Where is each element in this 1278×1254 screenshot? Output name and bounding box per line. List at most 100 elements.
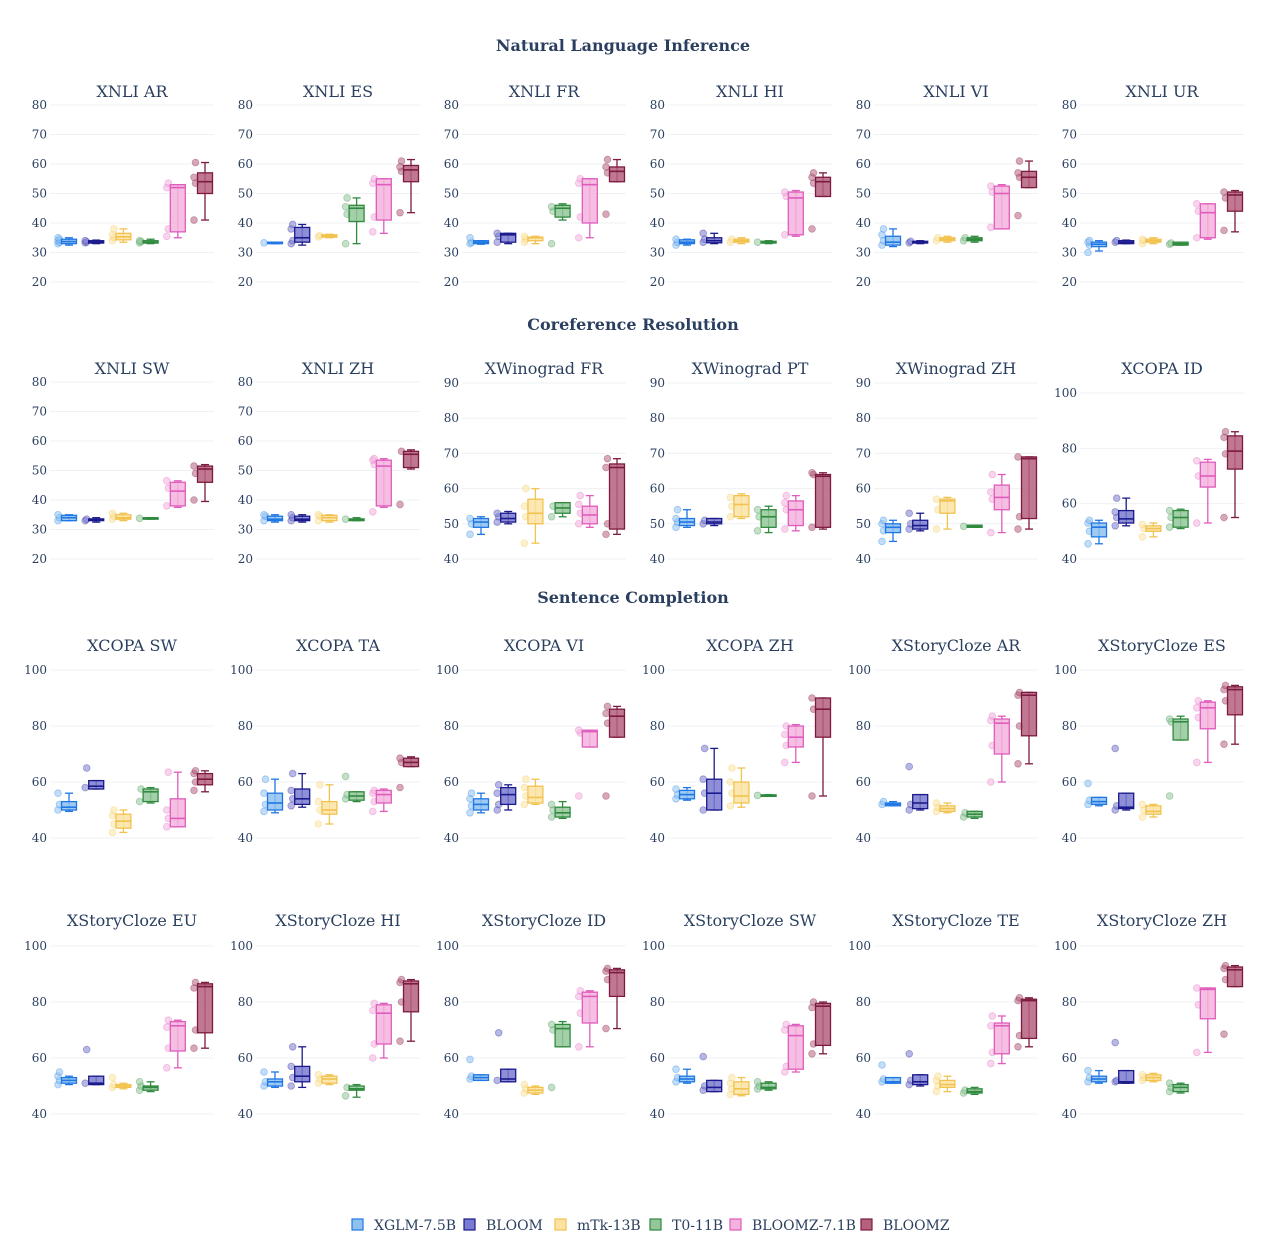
box-bloomz[interactable] xyxy=(190,158,214,224)
box-bloom[interactable] xyxy=(1111,1038,1135,1086)
box-mtk-13b[interactable] xyxy=(726,235,750,246)
box-xglm-7-5b[interactable] xyxy=(260,510,284,525)
box-bloomz[interactable] xyxy=(602,964,626,1033)
box-t0-11b[interactable] xyxy=(547,800,571,821)
box-bloomz-7-1b[interactable] xyxy=(574,174,598,242)
box-mtk-13b[interactable] xyxy=(314,231,338,241)
box-bloom[interactable] xyxy=(699,744,723,814)
box-t0-11b[interactable] xyxy=(959,1086,983,1097)
box-bloomz-7-1b[interactable] xyxy=(1193,456,1216,527)
box-bloomz-7-1b[interactable] xyxy=(986,182,1010,232)
box-bloomz[interactable] xyxy=(808,169,832,233)
legend-item-bloomz[interactable]: BLOOMZ xyxy=(860,1218,950,1234)
box-t0-11b[interactable] xyxy=(753,505,777,535)
box-bloomz[interactable] xyxy=(190,978,214,1052)
box-mtk-13b[interactable] xyxy=(314,510,338,525)
box-bloom[interactable] xyxy=(1111,494,1135,530)
box-bloomz-7-1b[interactable] xyxy=(1193,200,1216,242)
box-bloomz[interactable] xyxy=(1220,188,1244,235)
box-xglm-7-5b[interactable] xyxy=(466,514,490,539)
box-bloom[interactable] xyxy=(287,510,311,525)
box-bloomz-7-1b[interactable] xyxy=(368,174,392,236)
box-mtk-13b[interactable] xyxy=(1138,1071,1162,1085)
box-bloomz[interactable] xyxy=(808,998,832,1058)
box-bloom[interactable] xyxy=(1111,744,1135,814)
box-mtk-13b[interactable] xyxy=(1138,235,1162,248)
box-xglm-7-5b[interactable] xyxy=(54,789,78,814)
box-mtk-13b[interactable] xyxy=(1138,520,1162,541)
box-t0-11b[interactable] xyxy=(135,514,159,523)
box-t0-11b[interactable] xyxy=(135,1078,159,1094)
box-bloomz-7-1b[interactable] xyxy=(780,188,804,239)
box-bloom[interactable] xyxy=(493,229,517,246)
box-bloomz-7-1b[interactable] xyxy=(163,179,186,241)
box-t0-11b[interactable] xyxy=(959,233,983,245)
box-bloomz[interactable] xyxy=(602,702,626,800)
box-mtk-13b[interactable] xyxy=(1138,800,1162,821)
box-bloomz-7-1b[interactable] xyxy=(780,722,804,767)
box-bloom[interactable] xyxy=(699,229,723,246)
box-bloomz-7-1b[interactable] xyxy=(780,1020,804,1076)
box-mtk-13b[interactable] xyxy=(520,1080,544,1097)
box-t0-11b[interactable] xyxy=(135,236,159,247)
box-bloomz-7-1b[interactable] xyxy=(368,999,392,1062)
box-bloomz[interactable] xyxy=(1220,681,1244,748)
box-bloomz[interactable] xyxy=(396,447,420,509)
box-bloomz-7-1b[interactable] xyxy=(368,786,392,816)
box-mtk-13b[interactable] xyxy=(520,232,544,246)
box-t0-11b[interactable] xyxy=(341,772,365,803)
box-bloom[interactable] xyxy=(287,220,311,248)
box-bloomz[interactable] xyxy=(808,694,832,800)
box-mtk-13b[interactable] xyxy=(520,775,544,809)
box-bloom[interactable] xyxy=(81,1045,105,1087)
legend-item-bloom[interactable]: BLOOM xyxy=(463,1218,543,1234)
box-t0-11b[interactable] xyxy=(959,808,983,821)
box-xglm-7-5b[interactable] xyxy=(672,235,696,249)
box-bloom[interactable] xyxy=(905,762,929,814)
box-mtk-13b[interactable] xyxy=(932,1072,956,1096)
box-bloomz-7-1b[interactable] xyxy=(574,986,598,1051)
box-bloomz[interactable] xyxy=(396,754,420,792)
box-bloomz-7-1b[interactable] xyxy=(986,712,1010,786)
box-xglm-7-5b[interactable] xyxy=(1084,516,1108,548)
box-xglm-7-5b[interactable] xyxy=(54,1068,78,1089)
box-mtk-13b[interactable] xyxy=(726,1073,750,1099)
box-bloom[interactable] xyxy=(905,237,929,247)
box-bloomz[interactable] xyxy=(396,975,420,1045)
box-bloomz[interactable] xyxy=(1014,453,1038,533)
box-bloomz[interactable] xyxy=(1014,688,1038,768)
box-t0-11b[interactable] xyxy=(1165,506,1189,531)
box-bloom[interactable] xyxy=(493,1029,517,1085)
box-xglm-7-5b[interactable] xyxy=(672,505,696,532)
box-mtk-13b[interactable] xyxy=(726,493,750,521)
box-bloomz[interactable] xyxy=(1014,993,1038,1051)
box-t0-11b[interactable] xyxy=(341,1083,365,1100)
box-bloomz-7-1b[interactable] xyxy=(780,491,804,533)
box-bloom[interactable] xyxy=(699,1052,723,1094)
box-bloomz[interactable] xyxy=(602,454,626,539)
box-xglm-7-5b[interactable] xyxy=(260,1068,284,1090)
legend[interactable]: XGLM-7.5B BLOOM mTk-13B T0-11B BLOOMZ-7.1B BL… xyxy=(351,1218,950,1234)
box-t0-11b[interactable] xyxy=(341,194,365,248)
box-xglm-7-5b[interactable] xyxy=(54,510,78,525)
legend-item-xglm-7-5b[interactable]: XGLM-7.5B xyxy=(351,1218,456,1234)
box-xglm-7-5b[interactable] xyxy=(672,1065,696,1086)
box-mtk-13b[interactable] xyxy=(108,509,132,523)
box-bloom[interactable] xyxy=(493,780,517,814)
box-mtk-13b[interactable] xyxy=(314,780,338,828)
box-mtk-13b[interactable] xyxy=(108,806,132,837)
box-bloomz[interactable] xyxy=(1220,427,1244,522)
box-xglm-7-5b[interactable] xyxy=(878,1061,902,1086)
box-bloomz-7-1b[interactable] xyxy=(368,454,392,516)
box-bloom[interactable] xyxy=(1111,236,1135,246)
box-mtk-13b[interactable] xyxy=(932,233,956,245)
legend-item-bloomz-7-1b[interactable]: BLOOMZ-7.1B xyxy=(729,1218,856,1234)
box-xglm-7-5b[interactable] xyxy=(878,797,902,809)
box-bloomz[interactable] xyxy=(396,157,420,217)
box-t0-11b[interactable] xyxy=(959,522,983,531)
box-mtk-13b[interactable] xyxy=(108,225,132,245)
box-bloom[interactable] xyxy=(287,769,311,810)
box-bloomz[interactable] xyxy=(190,462,214,504)
box-bloomz-7-1b[interactable] xyxy=(1193,984,1216,1057)
box-bloomz-7-1b[interactable] xyxy=(163,477,186,510)
